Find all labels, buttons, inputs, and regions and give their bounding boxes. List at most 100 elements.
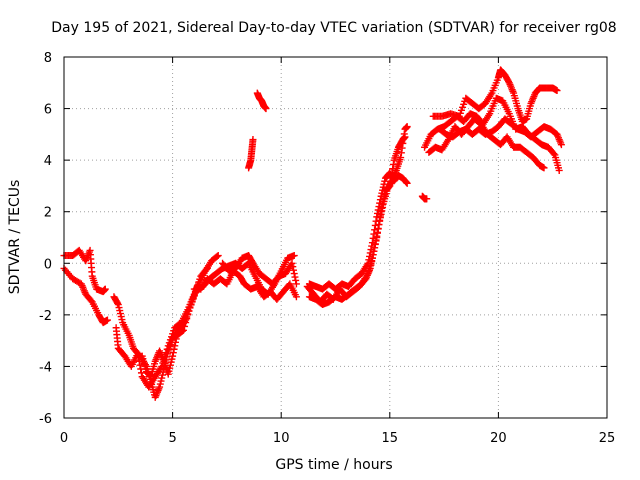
data-point [378, 204, 386, 212]
data-point [403, 123, 411, 131]
data-point [136, 361, 144, 369]
data-point [183, 315, 191, 323]
data-point [172, 335, 180, 343]
series-trace-4 [112, 264, 211, 391]
data-point [385, 183, 393, 191]
data-point [371, 240, 379, 248]
data-point [134, 350, 142, 358]
y-tick-label: 0 [44, 257, 52, 272]
series-trace-7 [219, 252, 300, 288]
data-point [184, 311, 192, 319]
data-point [389, 160, 397, 168]
data-point [103, 316, 111, 324]
data-point [101, 285, 109, 293]
data-point [381, 191, 389, 199]
data-point [214, 252, 222, 260]
data-point [292, 293, 300, 301]
series-trace-1 [60, 246, 109, 296]
x-axis-label: GPS time / hours [275, 457, 392, 473]
data-point [389, 165, 397, 173]
data-point [290, 252, 298, 260]
data-point [377, 208, 385, 216]
data-point [373, 234, 381, 241]
data-point [380, 194, 388, 202]
data-point [202, 266, 210, 274]
data-point [169, 352, 177, 360]
plot-frame [63, 56, 608, 419]
series-trace-6 [190, 267, 300, 303]
series-trace-2 [60, 264, 111, 327]
series-trace-5 [138, 252, 298, 381]
data-point [292, 276, 300, 284]
x-tick-label: 10 [273, 431, 290, 446]
data-point [376, 212, 384, 220]
data-point [555, 166, 563, 174]
series-trace-8 [245, 136, 257, 172]
data-point [163, 345, 171, 353]
data-point [171, 342, 179, 350]
data-point [170, 345, 178, 353]
x-tick-label: 20 [490, 431, 507, 446]
data-point [213, 252, 221, 260]
data-point [402, 178, 410, 186]
y-tick-label: 6 [44, 103, 52, 118]
data-point [387, 178, 395, 186]
data-point [288, 259, 296, 267]
data-point [397, 149, 405, 157]
data-point [540, 164, 548, 172]
data-point [372, 237, 380, 245]
data-point [178, 327, 186, 335]
data-point [262, 105, 270, 113]
y-tick-label: -2 [39, 309, 52, 324]
series-trace-11 [305, 169, 411, 293]
data-point [114, 299, 122, 307]
data-point [179, 326, 187, 334]
data-point [388, 169, 396, 177]
chart-title: Day 195 of 2021, Sidereal Day-to-day VTE… [51, 20, 616, 36]
data-point [401, 133, 409, 141]
data-point [203, 264, 211, 272]
data-point [553, 87, 561, 95]
data-point [374, 225, 382, 233]
data-point [182, 319, 190, 327]
series-trace-17 [436, 115, 565, 149]
y-axis-label: SDTVAR / TECUs [7, 180, 23, 295]
series-trace-12 [305, 133, 409, 309]
data-point [376, 216, 384, 224]
data-point [387, 173, 395, 181]
data-point [386, 182, 394, 190]
data-point [369, 251, 377, 259]
series-trace-9 [253, 89, 270, 113]
data-point [289, 263, 297, 271]
data-point [373, 229, 381, 237]
data-point [403, 179, 411, 187]
data-point [557, 141, 565, 149]
data-point [290, 270, 298, 278]
axes: 0 5 10 15 20 25 -6 -4 -2 0 2 4 6 8 [39, 51, 615, 446]
data-point [379, 197, 387, 205]
data-point [423, 195, 431, 203]
x-tick-label: 15 [382, 431, 399, 446]
y-tick-label: -4 [39, 360, 52, 375]
data-point [368, 254, 376, 262]
series-trace-16 [429, 66, 561, 125]
data-point [171, 338, 179, 346]
data-point [379, 201, 387, 209]
series-trace-13 [418, 192, 431, 203]
y-tick-label: 2 [44, 206, 52, 221]
data-point [375, 221, 383, 229]
data-point [292, 280, 300, 288]
x-tick-label: 0 [60, 431, 68, 446]
data-point [181, 322, 189, 330]
x-tick-label: 25 [599, 431, 616, 446]
data-point [291, 273, 299, 281]
data-points [60, 66, 565, 401]
y-tick-label: 8 [44, 51, 52, 66]
data-point [550, 150, 558, 158]
data-point [135, 353, 143, 361]
y-tick-label: -6 [39, 412, 52, 427]
data-point [169, 349, 177, 357]
y-tick-label: 4 [44, 154, 52, 169]
data-point [185, 307, 193, 315]
